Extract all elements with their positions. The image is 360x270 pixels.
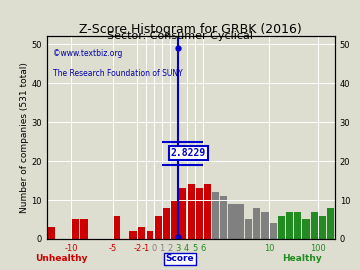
Bar xyxy=(212,192,219,239)
Bar xyxy=(80,220,87,239)
Title: Z-Score Histogram for GRBK (2016): Z-Score Histogram for GRBK (2016) xyxy=(80,23,302,36)
Text: The Research Foundation of SUNY: The Research Foundation of SUNY xyxy=(53,69,182,78)
Bar xyxy=(113,215,121,239)
Bar xyxy=(179,188,186,239)
Text: ©www.textbiz.org: ©www.textbiz.org xyxy=(53,49,122,58)
Bar xyxy=(154,215,162,239)
Bar xyxy=(278,215,285,239)
Text: Unhealthy: Unhealthy xyxy=(35,254,87,263)
Text: 2.8229: 2.8229 xyxy=(171,148,206,158)
Bar xyxy=(203,184,211,239)
Bar xyxy=(286,212,293,239)
Bar xyxy=(261,212,269,239)
Bar xyxy=(171,200,178,239)
Bar xyxy=(302,220,310,239)
Text: Score: Score xyxy=(166,254,194,263)
Bar xyxy=(237,204,244,239)
Bar xyxy=(228,204,236,239)
Bar xyxy=(319,215,326,239)
Text: Sector: Consumer Cyclical: Sector: Consumer Cyclical xyxy=(107,31,253,41)
Bar xyxy=(352,208,359,239)
Bar xyxy=(335,223,343,239)
Bar xyxy=(146,231,153,239)
Bar xyxy=(220,196,228,239)
Y-axis label: Number of companies (531 total): Number of companies (531 total) xyxy=(19,62,28,213)
Bar xyxy=(343,220,351,239)
Bar xyxy=(294,212,301,239)
Bar xyxy=(269,223,277,239)
Bar xyxy=(253,208,260,239)
Bar xyxy=(187,184,194,239)
Bar xyxy=(138,227,145,239)
Bar xyxy=(130,231,137,239)
Bar xyxy=(162,208,170,239)
Bar xyxy=(72,220,79,239)
Bar xyxy=(245,220,252,239)
Text: Healthy: Healthy xyxy=(283,254,322,263)
Bar xyxy=(311,212,318,239)
Bar xyxy=(327,208,334,239)
Bar xyxy=(47,227,55,239)
Bar xyxy=(195,188,203,239)
